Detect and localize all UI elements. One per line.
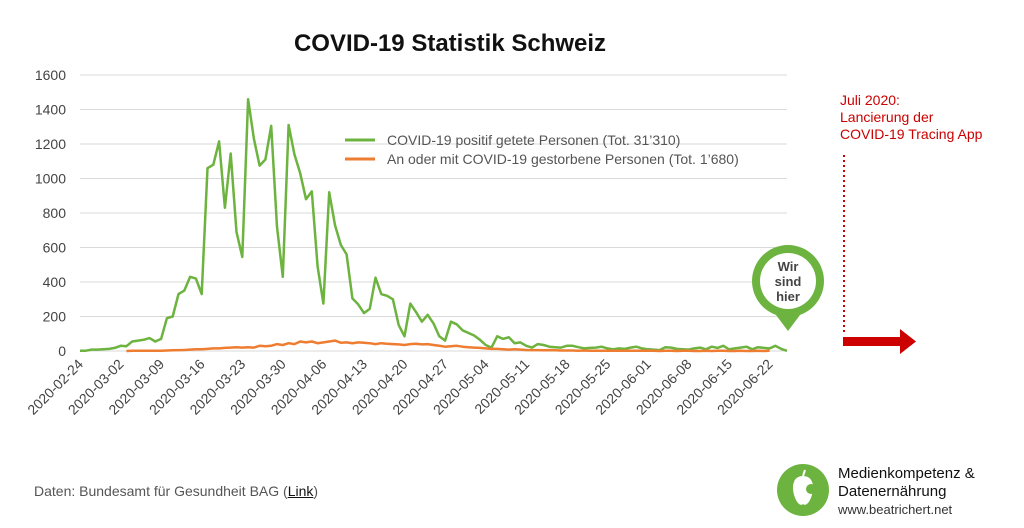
- brand-line-2: Datenernährung: [838, 483, 947, 500]
- brand-block: Medienkompetenz & Datenernährung www.bea…: [838, 465, 975, 519]
- y-tick-label: 200: [43, 309, 67, 325]
- brand-url: www.beatrichert.net: [838, 502, 953, 517]
- chart-title: COVID-19 Statistik Schweiz: [293, 30, 607, 57]
- tracing-app-annotation: Juli 2020: Lancierung der COVID-19 Traci…: [840, 92, 1020, 143]
- y-tick-label: 600: [43, 240, 67, 256]
- arrow-shaft: [843, 337, 903, 346]
- series-line-positive: [79, 97, 788, 353]
- data-source: Daten: Bundesamt für Gesundheit BAG (Lin…: [34, 483, 318, 499]
- y-tick-label: 1000: [35, 171, 66, 187]
- source-suffix: ): [313, 483, 319, 499]
- series-line-deaths: [126, 339, 770, 353]
- y-tick-label: 0: [58, 343, 66, 359]
- source-link[interactable]: Link: [287, 483, 314, 499]
- pin-label: hier: [776, 289, 800, 304]
- arrow-right-icon: [900, 329, 916, 354]
- y-tick-label: 1200: [35, 136, 66, 152]
- y-tick-label: 800: [43, 205, 67, 221]
- y-tick-label: 400: [43, 274, 67, 290]
- brand-line-1: Medienkompetenz &: [838, 465, 975, 482]
- pin-label: Wir: [778, 259, 799, 274]
- source-prefix: Daten: Bundesamt für Gesundheit BAG (: [34, 483, 288, 499]
- legend-label: An oder mit COVID-19 gestorbene Personen…: [387, 151, 739, 167]
- annotation-line-3: COVID-19 Tracing App: [840, 126, 983, 142]
- annotation-line-2: Lancierung der: [840, 109, 934, 125]
- legend-label: COVID-19 positif getete Personen (Tot. 3…: [387, 132, 680, 148]
- y-tick-label: 1600: [35, 67, 66, 83]
- pin-inner: [760, 253, 816, 309]
- annotation-line-1: Juli 2020:: [840, 92, 900, 108]
- y-tick-label: 1400: [35, 102, 66, 118]
- apple-logo-icon: [777, 464, 829, 516]
- pin-label: sind: [775, 274, 802, 289]
